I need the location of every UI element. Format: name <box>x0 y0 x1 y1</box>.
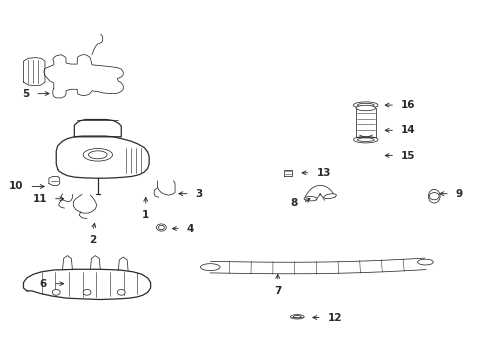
Text: 10: 10 <box>9 181 23 192</box>
Polygon shape <box>305 185 335 201</box>
Ellipse shape <box>357 103 373 107</box>
Text: 14: 14 <box>400 125 415 135</box>
Text: 9: 9 <box>455 189 462 199</box>
Ellipse shape <box>353 102 377 108</box>
Polygon shape <box>355 108 375 137</box>
Ellipse shape <box>290 315 304 319</box>
Text: 12: 12 <box>327 312 342 323</box>
Polygon shape <box>283 170 292 176</box>
Ellipse shape <box>353 136 377 143</box>
Ellipse shape <box>88 151 107 159</box>
Text: 6: 6 <box>40 279 47 289</box>
Ellipse shape <box>355 105 375 111</box>
Text: 11: 11 <box>32 194 47 204</box>
Circle shape <box>52 289 60 295</box>
Ellipse shape <box>323 194 336 199</box>
Circle shape <box>158 225 164 230</box>
Circle shape <box>156 224 166 231</box>
Text: 16: 16 <box>400 100 415 110</box>
Circle shape <box>117 289 125 295</box>
Ellipse shape <box>293 315 301 318</box>
Text: 2: 2 <box>89 235 96 246</box>
Text: 5: 5 <box>22 89 29 99</box>
Polygon shape <box>56 136 149 178</box>
Ellipse shape <box>304 197 316 201</box>
Text: 15: 15 <box>400 150 415 161</box>
Circle shape <box>83 289 91 295</box>
Ellipse shape <box>427 189 439 203</box>
Polygon shape <box>44 55 123 98</box>
Ellipse shape <box>83 148 112 161</box>
Polygon shape <box>74 120 121 137</box>
Text: 13: 13 <box>316 168 330 178</box>
Polygon shape <box>23 269 150 300</box>
Ellipse shape <box>417 259 432 265</box>
Polygon shape <box>49 176 60 185</box>
Polygon shape <box>210 258 425 274</box>
Circle shape <box>428 193 438 200</box>
Text: 1: 1 <box>142 210 149 220</box>
Text: 3: 3 <box>195 189 203 199</box>
Text: 8: 8 <box>289 198 297 208</box>
Ellipse shape <box>200 264 220 271</box>
Ellipse shape <box>357 138 373 141</box>
Text: 4: 4 <box>186 224 194 234</box>
Polygon shape <box>23 58 45 86</box>
Text: 7: 7 <box>273 286 281 296</box>
